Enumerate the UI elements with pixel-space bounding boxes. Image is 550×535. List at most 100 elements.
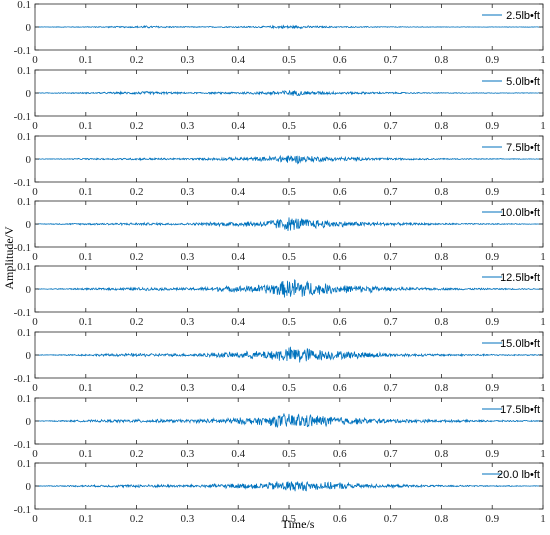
x-tick-label: 0.3: [181, 120, 195, 132]
x-tick-label: 0.9: [485, 448, 499, 460]
x-tick-label: 0.8: [435, 513, 449, 525]
x-tick-label: 1: [540, 120, 546, 132]
x-tick-label: 0.6: [333, 120, 347, 132]
x-tick-label: 0.7: [384, 186, 398, 198]
x-axis-label: Time/s: [282, 517, 315, 531]
x-tick-label: 0.7: [384, 251, 398, 263]
x-tick-label: 0: [32, 54, 38, 66]
legend-label: 20.0 lb•ft: [497, 469, 540, 481]
x-tick-label: 1: [540, 316, 546, 328]
x-tick-label: 0.2: [130, 54, 144, 66]
x-tick-label: 0.8: [435, 448, 449, 460]
y-tick-label: 0.1: [17, 261, 31, 273]
x-tick-label: 0.7: [384, 513, 398, 525]
subplot-6: 0 0.1 0.2 0.3 0.4 0.5 0.6 0.7 0.8 0.9 1-0.100.115.…: [14, 327, 546, 394]
x-tick-label: 0.9: [485, 251, 499, 263]
x-tick-label: 0.8: [435, 382, 449, 394]
x-tick-label: 0.1: [79, 54, 93, 66]
x-tick-label: 0.9: [485, 382, 499, 394]
y-tick-label: 0: [26, 154, 32, 166]
x-tick-label: 0.1: [79, 513, 93, 525]
x-tick-label: 0.1: [79, 120, 93, 132]
x-tick-label: 0: [32, 251, 38, 263]
x-tick-label: 0.5: [282, 186, 296, 198]
signal-trace: [34, 279, 544, 298]
y-tick-label: -0.1: [14, 242, 31, 254]
x-tick-label: 0.8: [435, 54, 449, 66]
x-tick-label: 0.5: [282, 251, 296, 263]
x-tick-label: 0.7: [384, 120, 398, 132]
y-tick-label: 0: [26, 88, 32, 100]
x-tick-label: 0.9: [485, 513, 499, 525]
legend-label: 10.0lb•ft: [500, 207, 540, 219]
signal-trace: [34, 24, 543, 30]
x-tick-label: 0.5: [282, 120, 296, 132]
legend-label: 15.0lb•ft: [500, 338, 540, 350]
x-tick-label: 0: [32, 316, 38, 328]
x-tick-label: 0: [32, 448, 38, 460]
y-tick-label: -0.1: [14, 177, 31, 189]
legend-label: 7.5lb•ft: [506, 142, 540, 154]
x-tick-label: 0.2: [130, 513, 144, 525]
signal-trace: [34, 346, 544, 363]
x-tick-label: 0.2: [130, 448, 144, 460]
x-tick-label: 0.6: [333, 448, 347, 460]
x-tick-label: 0.8: [435, 316, 449, 328]
x-tick-label: 0.4: [231, 382, 245, 394]
x-tick-label: 1: [540, 186, 546, 198]
subplot-8: 0 0.1 0.2 0.3 0.4 0.5 0.6 0.7 0.8 0.9 1-0.100.120.…: [14, 458, 546, 525]
x-tick-label: 0.2: [130, 120, 144, 132]
x-tick-label: 1: [540, 513, 546, 525]
x-tick-label: 0.3: [181, 448, 195, 460]
x-tick-label: 0: [32, 513, 38, 525]
x-tick-label: 0.1: [79, 448, 93, 460]
x-tick-label: 0.5: [282, 513, 296, 525]
y-tick-label: 0: [26, 22, 32, 34]
x-tick-label: 0.1: [79, 251, 93, 263]
subplot-3: 0 0.1 0.2 0.3 0.4 0.5 0.6 0.7 0.8 0.9 1-0.100.17.5…: [14, 131, 546, 198]
legend-label: 12.5lb•ft: [500, 272, 540, 284]
x-tick-label: 0.9: [485, 316, 499, 328]
x-tick-label: 0.4: [231, 120, 245, 132]
y-tick-label: 0.1: [17, 0, 31, 11]
signal-trace: [34, 154, 544, 165]
y-axis-label: Amplitude/V: [2, 226, 16, 290]
y-tick-label: 0.1: [17, 327, 31, 339]
x-tick-label: 0.7: [384, 54, 398, 66]
y-tick-label: -0.1: [14, 373, 31, 385]
x-tick-label: 0.4: [231, 54, 245, 66]
x-tick-label: 0.4: [231, 186, 245, 198]
x-tick-label: 0.3: [181, 382, 195, 394]
x-tick-label: 0.9: [485, 120, 499, 132]
x-tick-label: 0.4: [231, 513, 245, 525]
legend-label: 5.0lb•ft: [506, 76, 540, 88]
x-tick-label: 0.4: [231, 448, 245, 460]
x-tick-label: 0.6: [333, 513, 347, 525]
x-tick-label: 0.6: [333, 382, 347, 394]
y-tick-label: -0.1: [14, 45, 31, 57]
x-tick-label: 0.1: [79, 316, 93, 328]
x-tick-label: 1: [540, 54, 546, 66]
x-tick-label: 0.5: [282, 316, 296, 328]
x-tick-label: 0.2: [130, 316, 144, 328]
y-tick-label: 0: [26, 284, 32, 296]
x-tick-label: 0.1: [79, 382, 93, 394]
subplot-1: 0 0.1 0.2 0.3 0.4 0.5 0.6 0.7 0.8 0.9 1-0.100.12.5…: [14, 0, 546, 66]
x-tick-label: 1: [540, 382, 546, 394]
subplot-4: 0 0.1 0.2 0.3 0.4 0.5 0.6 0.7 0.8 0.9 1-0.100.110.…: [14, 196, 546, 263]
x-tick-label: 0.3: [181, 513, 195, 525]
x-tick-label: 0.7: [384, 448, 398, 460]
x-tick-label: 0.7: [384, 316, 398, 328]
x-tick-label: 0.5: [282, 54, 296, 66]
x-tick-label: 0.9: [485, 54, 499, 66]
x-tick-label: 0.4: [231, 316, 245, 328]
x-tick-label: 0.3: [181, 316, 195, 328]
x-tick-label: 1: [540, 251, 546, 263]
x-tick-label: 0.8: [435, 120, 449, 132]
signal-trace: [34, 89, 544, 96]
subplot-2: 0 0.1 0.2 0.3 0.4 0.5 0.6 0.7 0.8 0.9 1-0.100.15.0…: [14, 65, 546, 132]
x-tick-label: 0: [32, 120, 38, 132]
y-tick-label: 0.1: [17, 65, 31, 77]
x-tick-label: 0.4: [231, 251, 245, 263]
